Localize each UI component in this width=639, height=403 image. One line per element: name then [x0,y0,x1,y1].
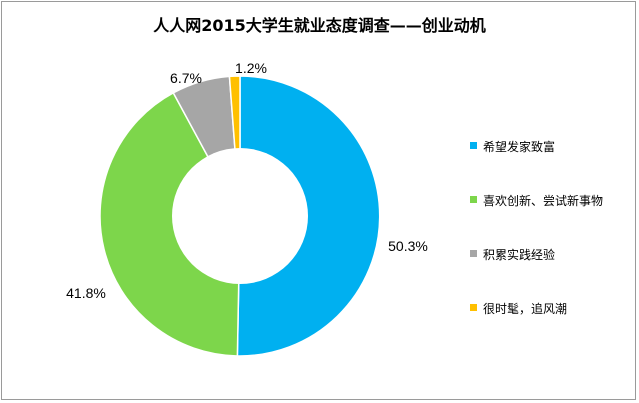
legend-label: 希望发家致富 [483,140,556,154]
legend-label: 很时髦，追风潮 [483,302,568,316]
value-labels: 50.3% 41.8% 6.7% 1.2% [66,60,428,301]
chart-title: 人人网2015大学生就业态度调查——创业动机 [153,16,486,35]
legend-label: 喜欢创新、尝试新事物 [483,194,604,208]
data-label: 50.3% [388,238,428,254]
legend-swatch [470,142,477,149]
data-label: 1.2% [235,60,267,76]
data-label: 41.8% [66,285,106,301]
legend-label: 积累实践经验 [483,248,556,262]
legend-swatch [470,250,477,257]
legend-swatch [470,196,477,203]
donut-hole [172,148,308,284]
legend-swatch [470,304,477,311]
data-label: 6.7% [170,70,202,86]
pie-slice [236,75,381,357]
